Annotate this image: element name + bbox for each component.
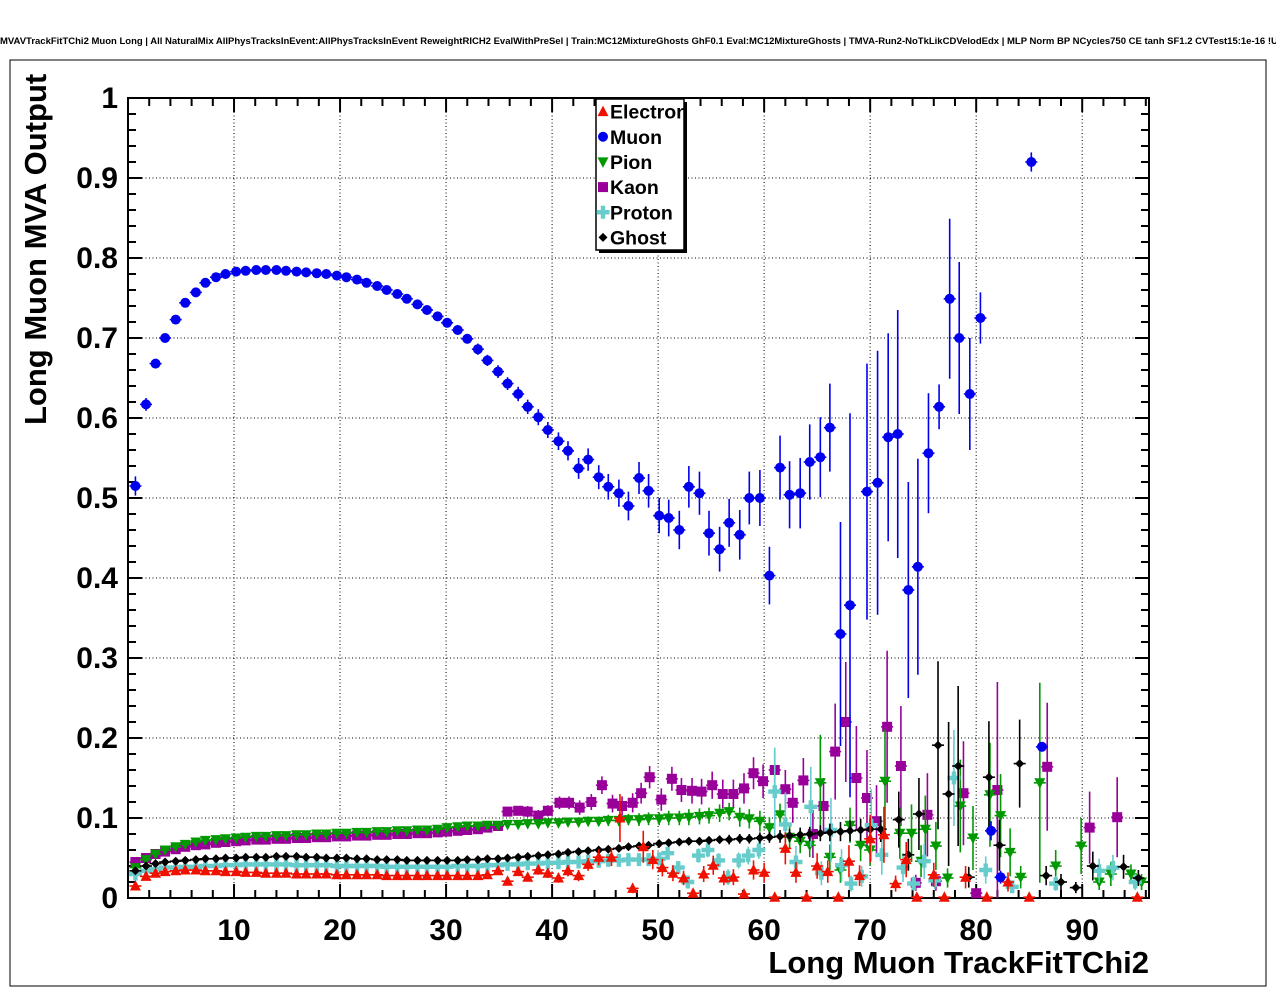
y-tick-labels: 0 0.1 0.2 0.3 0.4 0.5 0.6 0.7 0.8 0.9 1 bbox=[76, 82, 118, 915]
legend-label-ghost: Ghost bbox=[610, 227, 667, 249]
x-tick-label-10: 10 bbox=[217, 914, 250, 947]
x-tick-label-90: 90 bbox=[1066, 914, 1099, 947]
x-tick-label-30: 30 bbox=[429, 914, 462, 947]
legend-item-kaon: Kaon bbox=[598, 177, 659, 199]
legend-item-ghost: Ghost bbox=[598, 227, 667, 249]
legend-item-electron: Electron bbox=[597, 102, 688, 124]
x-tick-label-40: 40 bbox=[535, 914, 568, 947]
canvas-border bbox=[9, 59, 1267, 987]
legend-label-proton: Proton bbox=[610, 202, 673, 224]
x-tick-labels: 10 20 30 40 50 60 70 80 90 bbox=[217, 914, 1099, 947]
x-tick-label-20: 20 bbox=[323, 914, 356, 947]
x-tick-label-70: 70 bbox=[853, 914, 886, 947]
y-tick-label-0: 0 bbox=[101, 882, 118, 915]
legend-label-muon: Muon bbox=[610, 127, 662, 149]
y-tick-label-0.1: 0.1 bbox=[76, 802, 118, 835]
y-tick-label-1: 1 bbox=[101, 82, 118, 115]
legend-item-proton: Proton bbox=[596, 202, 673, 224]
y-tick-label-0.2: 0.2 bbox=[76, 722, 118, 755]
series-muon bbox=[129, 152, 1048, 884]
y-axis-title: Long Muon MVA Output bbox=[18, 74, 53, 425]
y-tick-label-0.6: 0.6 bbox=[76, 402, 118, 435]
gridlines bbox=[128, 98, 1149, 898]
legend-label-pion: Pion bbox=[610, 152, 652, 174]
x-tick-label-80: 80 bbox=[959, 914, 992, 947]
legend-item-pion: Pion bbox=[597, 152, 652, 174]
legend-item-muon: Muon bbox=[598, 127, 662, 149]
series-electron bbox=[129, 794, 1144, 902]
x-axis-title: Long Muon TrackFitTChi2 bbox=[768, 945, 1149, 980]
y-tick-label-0.4: 0.4 bbox=[76, 562, 118, 595]
page-title: MVAVTrackFitTChi2 Muon Long | All Natura… bbox=[0, 36, 1276, 47]
axis-ticks bbox=[128, 97, 1149, 899]
legend-label-electron: Electron bbox=[610, 102, 688, 124]
y-tick-label-0.7: 0.7 bbox=[76, 322, 118, 355]
plot-frame bbox=[127, 97, 1150, 899]
x-tick-label-50: 50 bbox=[641, 914, 674, 947]
y-tick-label-0.5: 0.5 bbox=[76, 482, 118, 515]
y-tick-label-0.3: 0.3 bbox=[76, 642, 118, 675]
series-ghost bbox=[129, 661, 1145, 894]
x-tick-label-60: 60 bbox=[747, 914, 780, 947]
legend-box: Electron Muon Pion Kaon Proton Ghost bbox=[595, 98, 688, 253]
legend-label-kaon: Kaon bbox=[610, 177, 659, 199]
y-tick-label-0.9: 0.9 bbox=[76, 162, 118, 195]
y-tick-label-0.8: 0.8 bbox=[76, 242, 118, 275]
